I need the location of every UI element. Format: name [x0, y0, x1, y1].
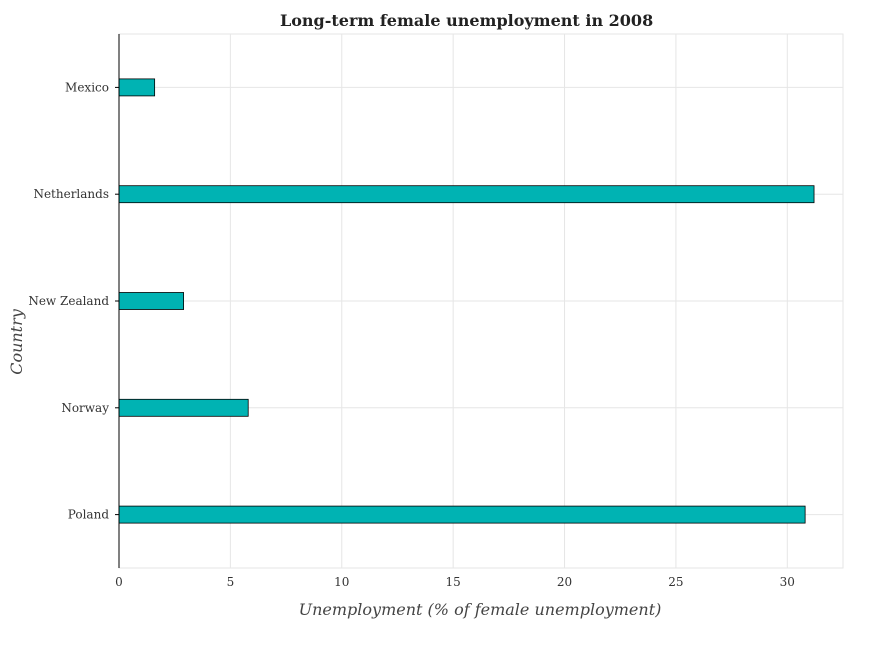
bar-new-zealand — [119, 293, 184, 310]
bar-mexico — [119, 79, 155, 96]
x-tick-label: 10 — [334, 575, 349, 589]
y-tick-label: Mexico — [65, 80, 109, 94]
x-tick-label: 0 — [115, 575, 123, 589]
y-axis-label: Country — [7, 308, 26, 375]
grid — [119, 34, 843, 568]
bar-norway — [119, 399, 248, 416]
x-tick-label: 5 — [227, 575, 235, 589]
x-tick-label: 20 — [557, 575, 572, 589]
y-tick-label: Norway — [61, 401, 109, 415]
y-tick-label: New Zealand — [28, 294, 109, 308]
x-tick-label: 30 — [780, 575, 795, 589]
y-tick-label: Poland — [68, 508, 110, 522]
x-tick-label: 15 — [446, 575, 461, 589]
chart-title: Long-term female unemployment in 2008 — [280, 11, 653, 30]
bar-netherlands — [119, 186, 814, 203]
bar-poland — [119, 506, 805, 523]
y-tick-label: Netherlands — [33, 187, 109, 201]
x-axis-label: Unemployment (% of female unemployment) — [299, 600, 662, 619]
x-tick-label: 25 — [668, 575, 683, 589]
